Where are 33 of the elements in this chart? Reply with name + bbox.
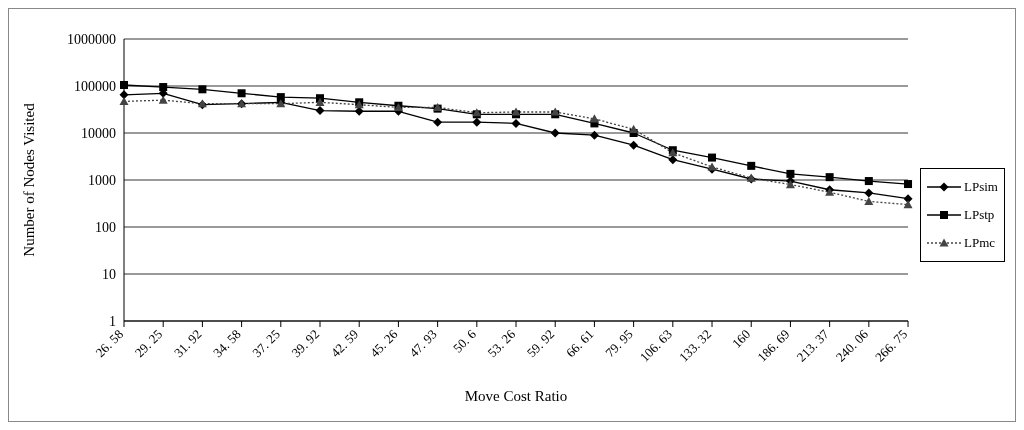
y-tick-label: 10000 <box>81 125 116 141</box>
y-tick-label: 1000 <box>88 172 116 188</box>
x-tick-label: 79. 95 <box>602 326 636 361</box>
y-tick-label: 1000000 <box>67 31 116 47</box>
legend-label: LPstp <box>964 207 995 223</box>
x-tick-label: 39. 92 <box>288 326 323 361</box>
y-tick-label: 100000 <box>74 78 116 94</box>
x-tick-label: 240. 06 <box>832 326 872 365</box>
x-tick-label: 50. 6 <box>449 326 480 356</box>
x-tick-label: 59. 92 <box>523 326 558 361</box>
x-axis-title: Move Cost Ratio <box>464 388 568 404</box>
y-tick-label: 1 <box>109 313 116 329</box>
x-tick-label: 29. 25 <box>131 326 166 361</box>
x-tick-label: 34. 58 <box>210 326 244 361</box>
legend-label: LPmc <box>964 235 996 251</box>
x-tick-label: 42. 59 <box>327 326 362 361</box>
x-tick-label: 45. 26 <box>366 326 401 361</box>
y-axis-title: Number of Nodes Visited <box>21 102 38 257</box>
x-tick-label: 66. 61 <box>562 326 597 361</box>
x-tick-label: 106. 63 <box>636 326 675 365</box>
x-tick-label: 266. 75 <box>871 326 911 365</box>
x-tick-label: 53. 26 <box>484 326 519 361</box>
x-tick-label: 133. 32 <box>675 326 715 365</box>
y-tick-label: 100 <box>95 219 116 235</box>
x-tick-label: 47. 93 <box>406 326 440 361</box>
x-tick-label: 31. 92 <box>170 326 205 361</box>
x-tick-label: 160 <box>728 326 754 351</box>
legend-label: LPsim <box>964 179 998 195</box>
y-tick-label: 10 <box>102 266 116 282</box>
x-tick-label: 213. 37 <box>793 326 833 365</box>
x-tick-label: 186. 69 <box>754 326 793 365</box>
x-tick-label: 37. 25 <box>249 326 283 361</box>
x-tick-label: 26. 58 <box>92 326 127 361</box>
